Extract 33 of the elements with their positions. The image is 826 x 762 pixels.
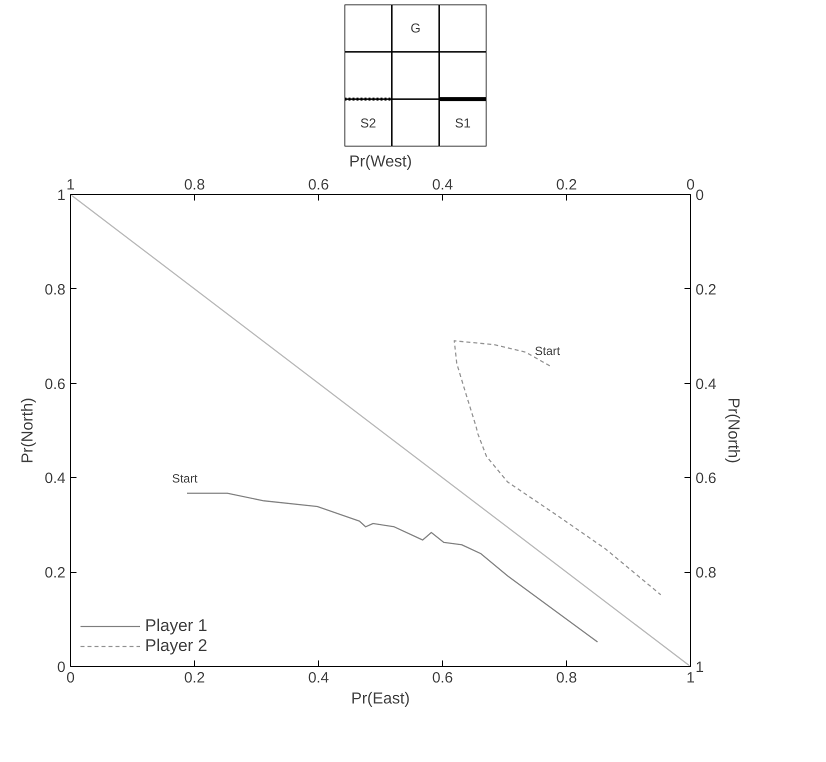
text: S2 [360,115,376,130]
annotation: Start [172,471,198,486]
legend-label: Player 2 [145,636,208,656]
text: G [410,20,421,36]
legend-label: Player 1 [145,616,208,636]
text: S1 [454,115,471,130]
y2-tick-label: 0.2 [696,281,716,298]
y2-tick-label: 0 [696,187,704,204]
y2-tick-label: 0.6 [696,470,716,488]
x-tick-label: 1 [686,670,695,686]
y2-tick-label: 0.4 [696,376,716,393]
x2-tick-label: 0.4 [432,176,453,194]
x-tick-label: 0.8 [556,670,577,686]
y-tick-label: 0 [57,659,66,676]
x2-tick-label: 0 [686,176,695,194]
y-tick-label: 1 [57,187,66,204]
y2-tick-label: 1 [696,659,704,676]
y-axis-title: Pr(North) [20,398,37,464]
x2-axis-title: Pr(West) [349,154,412,170]
y2-tick-label: 0.8 [696,564,716,582]
x2-tick-label: 0.8 [184,176,205,194]
x2-tick-label: 0.2 [556,176,577,194]
y2-axis-title: Pr(North) [724,398,742,464]
x2-tick-label: 0.6 [308,176,329,194]
x-axis-title: Pr(East) [351,690,410,708]
x-tick-label: 0.6 [432,670,453,686]
y-tick-label: 0.6 [44,376,66,393]
y-tick-label: 0.2 [44,564,66,582]
y-tick-label: 0.8 [44,281,66,298]
y-tick-label: 0.4 [44,470,66,488]
x-tick-label: 0.2 [184,670,205,686]
x-tick-label: 0.4 [308,670,329,686]
annotation: Start [534,344,561,358]
